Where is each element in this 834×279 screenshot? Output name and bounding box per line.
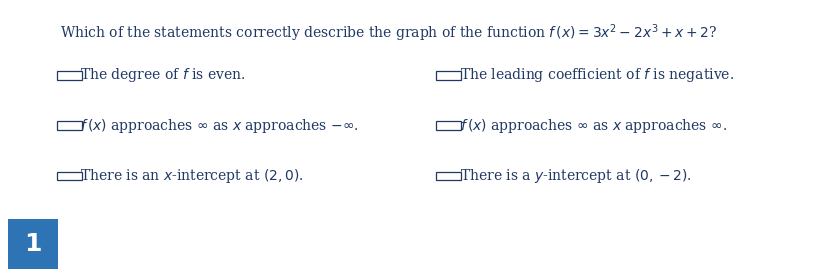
Text: $f\,(x)$ approaches $\infty$ as $x$ approaches $\infty$.: $f\,(x)$ approaches $\infty$ as $x$ appr…	[460, 117, 726, 134]
FancyBboxPatch shape	[436, 71, 461, 80]
Text: Which of the statements correctly describe the graph of the function $f\,(x) = 3: Which of the statements correctly descri…	[60, 23, 717, 44]
Text: There is a $y$-intercept at $(0,-2)$.: There is a $y$-intercept at $(0,-2)$.	[460, 167, 691, 185]
FancyBboxPatch shape	[57, 121, 82, 130]
Text: There is an $x$-intercept at $(2,0)$.: There is an $x$-intercept at $(2,0)$.	[80, 167, 304, 185]
FancyBboxPatch shape	[436, 172, 461, 180]
FancyBboxPatch shape	[57, 71, 82, 80]
Text: 1: 1	[25, 232, 42, 256]
Text: The degree of $f$ is even.: The degree of $f$ is even.	[80, 66, 246, 84]
Text: $f\,(x)$ approaches $\infty$ as $x$ approaches $-\infty$.: $f\,(x)$ approaches $\infty$ as $x$ appr…	[80, 117, 359, 134]
Text: The leading coefficient of $f$ is negative.: The leading coefficient of $f$ is negati…	[460, 66, 734, 84]
FancyBboxPatch shape	[8, 219, 58, 269]
FancyBboxPatch shape	[436, 121, 461, 130]
FancyBboxPatch shape	[57, 172, 82, 180]
